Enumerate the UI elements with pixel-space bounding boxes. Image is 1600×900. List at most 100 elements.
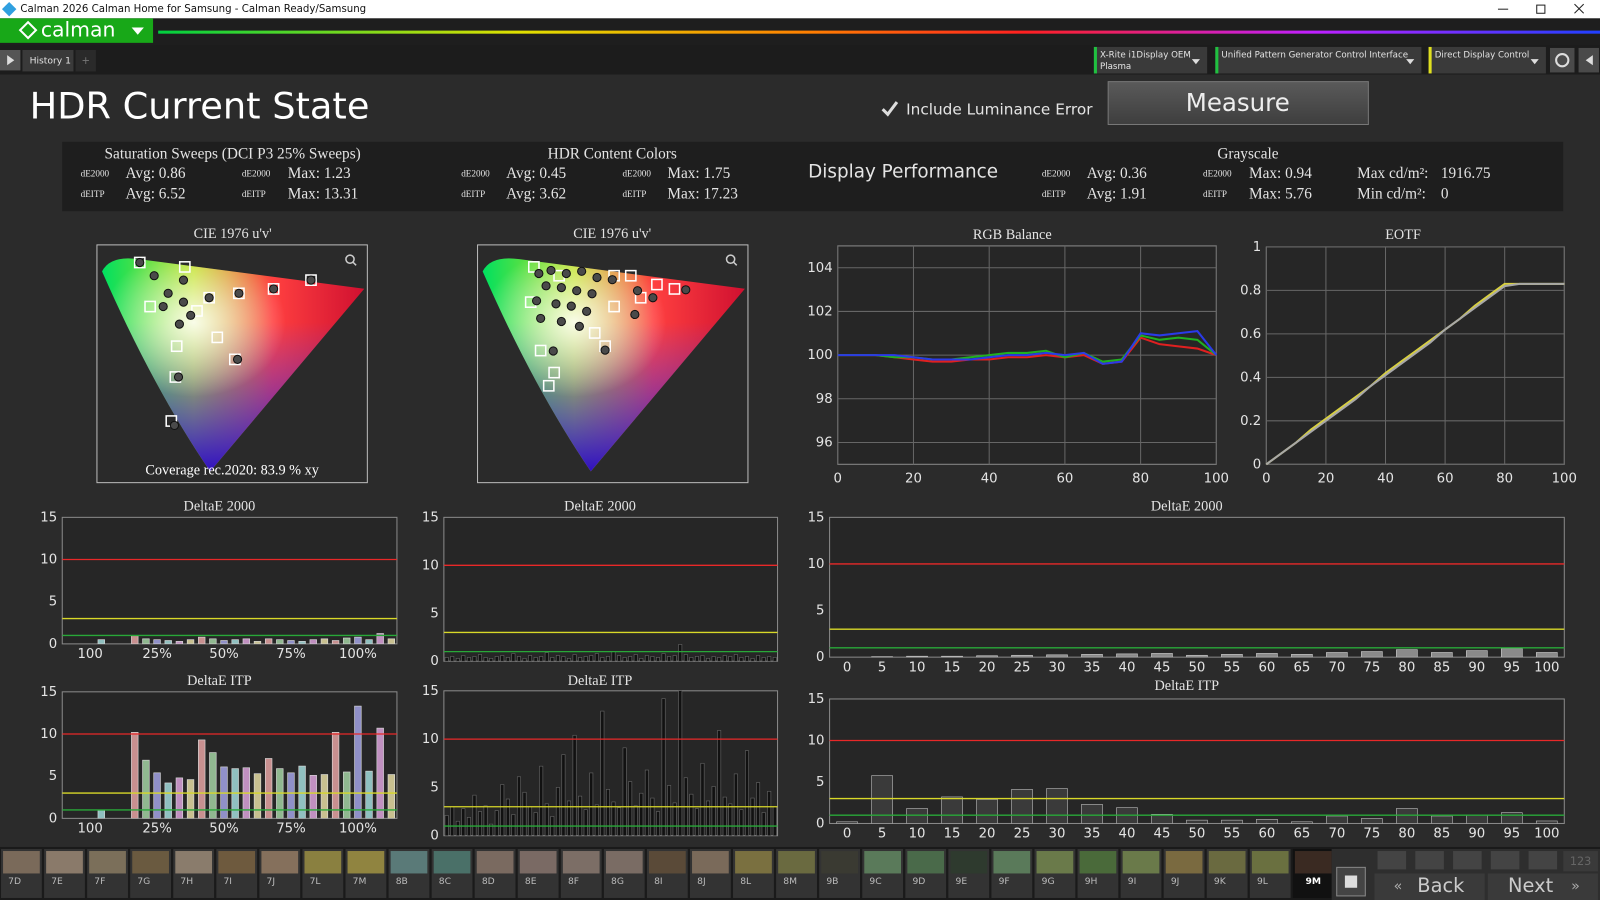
bar	[678, 644, 683, 662]
patch-label: 9J	[1171, 876, 1180, 887]
device-dropdown[interactable]	[1406, 59, 1415, 65]
bar	[767, 656, 772, 662]
x-tick-label: 100%	[339, 647, 377, 662]
bar	[539, 656, 544, 662]
measured-point	[204, 293, 214, 303]
measured-point	[632, 286, 643, 296]
logo-dropdown[interactable]	[131, 27, 144, 35]
bar	[700, 762, 705, 836]
device-box[interactable]	[1428, 46, 1546, 74]
next-button[interactable]	[1487, 873, 1598, 900]
logo-mark	[18, 20, 38, 40]
target-point	[542, 379, 555, 392]
bar	[1326, 815, 1348, 824]
checkbox-label[interactable]: Include Luminance Error	[906, 101, 1093, 119]
bar	[605, 656, 610, 662]
bar	[1081, 804, 1103, 824]
control-button[interactable]	[1528, 851, 1558, 870]
bar	[209, 638, 217, 644]
x-tick-label: 40	[981, 472, 998, 487]
tab[interactable]	[22, 50, 74, 72]
bar	[1431, 652, 1453, 658]
add-tab[interactable]	[75, 50, 96, 72]
y-tick-label: 10	[808, 557, 825, 572]
patch-label: 9M	[1306, 876, 1322, 887]
measured-point	[234, 288, 244, 298]
y-tick-label: 10	[40, 727, 57, 742]
patch-swatch	[907, 851, 945, 874]
restore-button[interactable]	[1536, 4, 1546, 14]
close-button[interactable]	[1574, 3, 1585, 14]
control-button[interactable]	[1490, 851, 1520, 870]
bar	[1081, 654, 1103, 658]
measure-button[interactable]	[1107, 81, 1369, 125]
chart-title: DeltaE ITP	[187, 673, 252, 689]
patch-label: 7E	[51, 876, 63, 887]
bar	[906, 655, 928, 658]
x-tick-label: 100	[1204, 472, 1229, 487]
bar	[633, 654, 638, 662]
next-label[interactable]: Next	[1508, 874, 1554, 897]
control-button[interactable]	[1453, 851, 1482, 870]
bar	[522, 791, 527, 836]
bar	[633, 805, 638, 836]
measure-button-label[interactable]: Measure	[1186, 88, 1290, 117]
bar	[164, 640, 172, 644]
plot-area	[443, 516, 779, 662]
add-tab-icon: +	[81, 56, 90, 67]
device-dropdown[interactable]	[1191, 59, 1200, 65]
metric-value: 1916.75	[1441, 165, 1491, 182]
control-button[interactable]	[1377, 851, 1407, 870]
zoom-icon[interactable]	[725, 254, 736, 265]
y-tick-label: 0.6	[1240, 327, 1261, 342]
bar	[661, 653, 666, 662]
checkbox[interactable]	[881, 101, 899, 117]
control-button[interactable]	[1415, 851, 1444, 870]
back-label[interactable]: Back	[1417, 874, 1465, 897]
next-icon: »	[1571, 879, 1580, 895]
logo[interactable]	[0, 18, 154, 43]
device-box[interactable]	[1093, 46, 1208, 74]
bar	[505, 798, 510, 836]
bar	[387, 774, 396, 819]
y-tick-label: 0	[1253, 457, 1261, 472]
device-dropdown[interactable]	[1530, 59, 1539, 65]
patch-label: 9L	[1257, 876, 1269, 887]
metric-tag: dE2000	[242, 169, 271, 179]
bar	[639, 658, 644, 662]
settings-button[interactable]	[1550, 47, 1575, 73]
x-tick-label: 85	[1433, 827, 1450, 842]
metric-value: Max cd/m²:	[1357, 165, 1428, 182]
y-tick-label: 15	[422, 510, 439, 525]
measured-point	[572, 286, 582, 296]
plot-area	[443, 690, 779, 837]
summary: Saturation Sweeps (DCI P3 25% Sweeps) dE2…	[81, 146, 1491, 203]
bar	[528, 806, 533, 836]
patch-swatch	[89, 851, 126, 874]
tab-label: History 1	[30, 56, 71, 67]
bars	[444, 644, 777, 662]
zoom-icon[interactable]	[345, 254, 355, 265]
bar	[667, 656, 672, 662]
y-tick-label: 10	[422, 558, 439, 573]
bar	[622, 747, 627, 836]
x-tick-label: 10	[909, 827, 926, 842]
bar	[700, 655, 705, 662]
x-tick-label: 40	[1119, 827, 1136, 842]
bar	[650, 797, 655, 836]
patch-swatch	[692, 851, 729, 874]
target-point	[144, 300, 156, 313]
measured-point	[600, 345, 610, 355]
patch-swatch	[390, 851, 428, 874]
target-point	[133, 256, 146, 269]
patch-label: 8D	[482, 876, 495, 887]
y-tick-label: 0	[816, 816, 824, 831]
metric-value: Avg: 3.62	[506, 185, 566, 202]
bar	[555, 787, 560, 836]
measured-point	[169, 420, 180, 431]
bar	[1046, 788, 1068, 824]
target-point	[651, 278, 663, 291]
measured-point	[587, 289, 597, 299]
back-button[interactable]	[1374, 873, 1485, 900]
device-box[interactable]	[1215, 46, 1422, 74]
